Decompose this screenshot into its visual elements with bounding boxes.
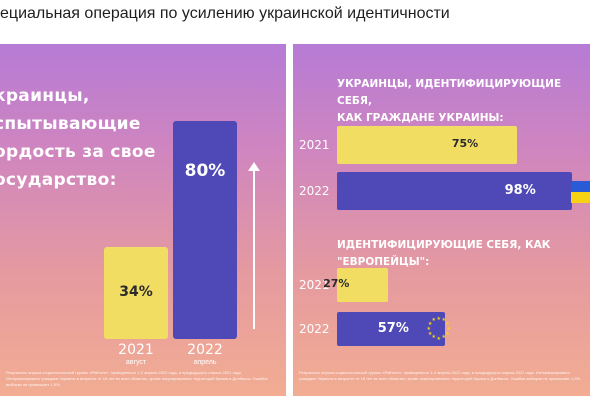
left-infographic-panel: краинцы, спытывающие ордость за свое осу… (0, 44, 286, 396)
eu-star: ★ (445, 330, 450, 337)
panel-divider (286, 44, 293, 396)
bar-value-label: 75% (451, 137, 479, 150)
y-tick-label: 2021 (299, 138, 330, 152)
footnote-right: Результаты опроса социологической группы… (299, 370, 582, 381)
bar-2022 (337, 312, 446, 346)
right-infographic-panel: УКРАИНЦЫ, ИДЕНТИФИЦИРУЮЩИЕ СЕБЯ, КАК ГРА… (293, 44, 590, 396)
y-tick-label: 2021 (299, 278, 330, 292)
y-tick-label: 2022 (299, 184, 330, 198)
bar-2022 (173, 121, 237, 339)
x-tick-label: 2021 (118, 342, 154, 358)
bar-2021 (337, 126, 517, 164)
up-arrow-icon (253, 169, 255, 329)
eu-star: ★ (436, 335, 441, 342)
citizens-chart-title: УКРАИНЦЫ, ИДЕНТИФИЦИРУЮЩИЕ СЕБЯ, КАК ГРА… (337, 78, 562, 124)
bar-value-label: 57% (377, 321, 409, 336)
eu-star: ★ (426, 325, 431, 332)
eu-star: ★ (446, 325, 451, 332)
eu-star: ★ (441, 334, 446, 341)
bottom-strip (0, 396, 590, 410)
left-chart-title: краинцы, спытывающие ордость за свое осу… (0, 86, 156, 190)
bar-2021 (337, 268, 389, 302)
eu-star: ★ (436, 315, 441, 322)
bar-value-label: 27% (323, 277, 350, 290)
bar-value-label: 34% (119, 283, 153, 300)
x-sublabel: апрель (193, 359, 217, 366)
x-sublabel: август (125, 359, 147, 366)
footnote: Результаты опроса социологической группы… (6, 370, 268, 387)
eu-star: ★ (427, 320, 433, 327)
ukraine-flag-icon (571, 181, 590, 203)
bar-2022 (337, 172, 573, 210)
eu-star: ★ (431, 334, 436, 341)
bar-value-label: 80% (184, 161, 226, 182)
eu-stars-icon: ★ (445, 320, 450, 327)
y-tick-label: 2022 (299, 322, 330, 336)
up-arrow-head (248, 162, 260, 171)
bar-2021 (104, 246, 168, 339)
eu-star: ★ (441, 316, 446, 323)
eu-star: ★ (431, 316, 436, 323)
eu-star: ★ (427, 330, 433, 337)
bar-value-label: 98% (504, 183, 536, 198)
x-tick-label: 2022 (187, 342, 223, 358)
europeans-chart-title: ИДЕНТИФИЦИРУЮЩИЕ СЕБЯ, КАК "ЕВРОПЕЙЦЫ": (337, 239, 551, 268)
post-caption: ециальная операция по усилению украинско… (0, 5, 450, 22)
